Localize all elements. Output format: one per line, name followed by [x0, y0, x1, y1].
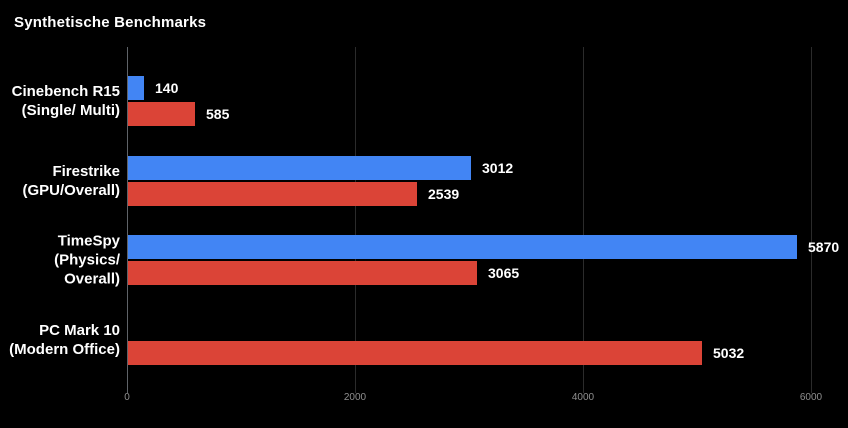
category-label-line: (Single/ Multi)	[21, 102, 120, 119]
category-label: Cinebench R15 (Single/ Multi)	[0, 82, 120, 120]
blue-series-bar	[128, 235, 797, 259]
blue-series-bar	[128, 76, 144, 100]
category-label: Firestrike (GPU/Overall)	[0, 162, 120, 200]
bar-value-label: 5032	[713, 345, 745, 361]
chart-title: Synthetische Benchmarks	[14, 14, 207, 31]
gridline	[583, 47, 584, 393]
red-series-bar	[128, 261, 477, 285]
category-label-line: Firestrike	[52, 163, 120, 180]
category-label-line: (Modern Office)	[9, 341, 120, 358]
bar-value-label: 3065	[488, 265, 520, 281]
x-axis-tick-label: 6000	[799, 392, 823, 403]
zero-axis-line	[127, 47, 128, 393]
bar-value-label: 140	[155, 80, 179, 96]
category-label-line: Cinebench R15	[11, 83, 120, 100]
bar-value-label: 2539	[428, 186, 460, 202]
x-axis-tick-label: 2000	[343, 392, 367, 403]
red-series-bar	[128, 182, 417, 206]
gridline	[355, 47, 356, 393]
bar-value-label: 3012	[482, 160, 514, 176]
x-axis-tick-label: 4000	[571, 392, 595, 403]
blue-series-bar	[128, 156, 471, 180]
category-label: TimeSpy (Physics/Overall)	[0, 232, 120, 289]
red-series-bar	[128, 341, 702, 365]
category-label-line: TimeSpy	[57, 232, 120, 250]
category-label-line: (GPU/Overall)	[22, 182, 120, 199]
category-label-line: PC Mark 10	[39, 322, 120, 339]
red-series-bar	[128, 102, 195, 126]
gridline	[811, 47, 812, 393]
bar-value-label: 5870	[808, 239, 840, 255]
category-label: PC Mark 10 (Modern Office)	[0, 321, 120, 359]
x-axis-tick-label: 0	[124, 392, 130, 403]
bar-value-label: 585	[206, 106, 230, 122]
category-label-line: (Physics/	[54, 251, 120, 269]
category-label-line: Overall)	[64, 270, 120, 288]
